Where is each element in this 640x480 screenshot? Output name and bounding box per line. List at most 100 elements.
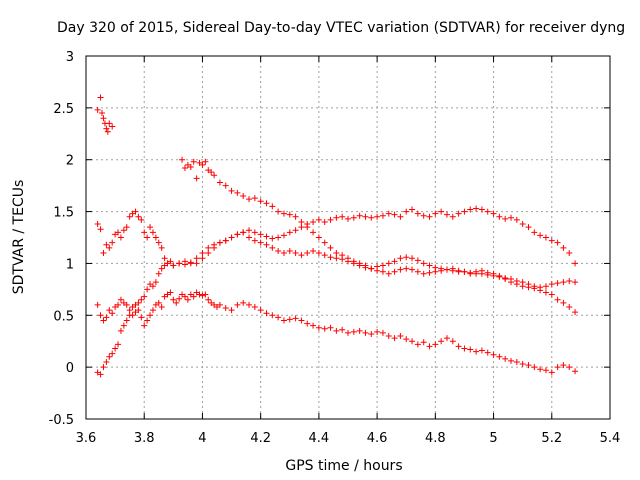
data-point (321, 252, 328, 259)
data-point (190, 293, 197, 300)
data-point (190, 158, 197, 165)
data-point (280, 232, 287, 239)
data-point (379, 329, 386, 336)
data-point (391, 268, 398, 275)
data-point (275, 247, 282, 254)
data-point (484, 208, 491, 215)
data-point (461, 208, 468, 215)
data-point (100, 115, 107, 122)
data-point (432, 210, 439, 217)
data-point (379, 268, 386, 275)
data-point (321, 325, 328, 332)
data-point (478, 267, 485, 274)
data-point (251, 195, 258, 202)
data-point (100, 250, 107, 257)
data-point (438, 208, 445, 215)
data-point (554, 364, 561, 371)
data-point (461, 268, 468, 275)
data-point (202, 158, 209, 165)
data-point (542, 283, 549, 290)
data-point (327, 324, 334, 331)
y-tick-label: 2 (66, 154, 74, 169)
plot-frame (85, 55, 611, 420)
data-point (566, 303, 573, 310)
data-point (275, 234, 282, 241)
data-point (216, 239, 223, 246)
data-point (362, 262, 369, 269)
data-point (123, 317, 130, 324)
series-track-high-start (94, 94, 116, 135)
data-point (449, 338, 456, 345)
data-point (246, 196, 253, 203)
data-point (315, 324, 322, 331)
data-point (117, 327, 124, 334)
data-point (490, 210, 497, 217)
y-tick-label: 1.5 (53, 206, 74, 221)
data-point (106, 244, 113, 251)
data-point (181, 165, 188, 172)
data-point (333, 250, 340, 257)
data-point (158, 303, 165, 310)
data-point (525, 362, 532, 369)
data-point (473, 348, 480, 355)
y-tick-label: 1 (66, 257, 74, 272)
data-point (327, 244, 334, 251)
data-point (149, 229, 156, 236)
data-point (566, 364, 573, 371)
data-point (94, 301, 101, 308)
data-point (385, 260, 392, 267)
data-point (149, 283, 156, 290)
data-point (135, 213, 142, 220)
data-point (228, 187, 235, 194)
data-point (263, 310, 270, 317)
data-point (97, 94, 104, 101)
data-point (109, 123, 116, 130)
data-point (234, 189, 241, 196)
data-point (478, 347, 485, 354)
data-point (292, 250, 299, 257)
x-axis-label: GPS time / hours (285, 458, 402, 474)
data-point (572, 368, 579, 375)
data-point (187, 259, 194, 266)
data-point (572, 260, 579, 267)
data-point (443, 266, 450, 273)
data-point (438, 338, 445, 345)
data-point (147, 224, 154, 231)
data-point (554, 239, 561, 246)
data-point (147, 312, 154, 319)
data-point (496, 272, 503, 279)
data-point (327, 216, 334, 223)
data-point (181, 293, 188, 300)
data-point (298, 224, 305, 231)
data-point (432, 341, 439, 348)
data-point (135, 299, 142, 306)
data-point (179, 156, 186, 163)
data-point (228, 307, 235, 314)
data-point (548, 281, 555, 288)
data-point (368, 214, 375, 221)
data-point (443, 335, 450, 342)
data-point (152, 234, 159, 241)
data-point (275, 208, 282, 215)
data-point (513, 216, 520, 223)
data-point (403, 254, 410, 261)
y-tick-label: 0 (66, 361, 74, 376)
data-point (269, 244, 276, 251)
x-tick-label: 4.6 (367, 431, 388, 446)
data-point (123, 301, 130, 308)
data-point (409, 206, 416, 213)
data-point (269, 203, 276, 210)
data-point (199, 255, 206, 262)
data-point (155, 299, 162, 306)
chart-title: Day 320 of 2015, Sidereal Day-to-day VTE… (57, 20, 625, 36)
data-point (144, 317, 151, 324)
data-point (115, 229, 122, 236)
data-point (184, 296, 191, 303)
x-tick-label: 4.4 (309, 431, 330, 446)
data-point (548, 369, 555, 376)
data-point (112, 345, 119, 352)
data-point (467, 270, 474, 277)
data-point (263, 241, 270, 248)
data-point (199, 161, 206, 168)
